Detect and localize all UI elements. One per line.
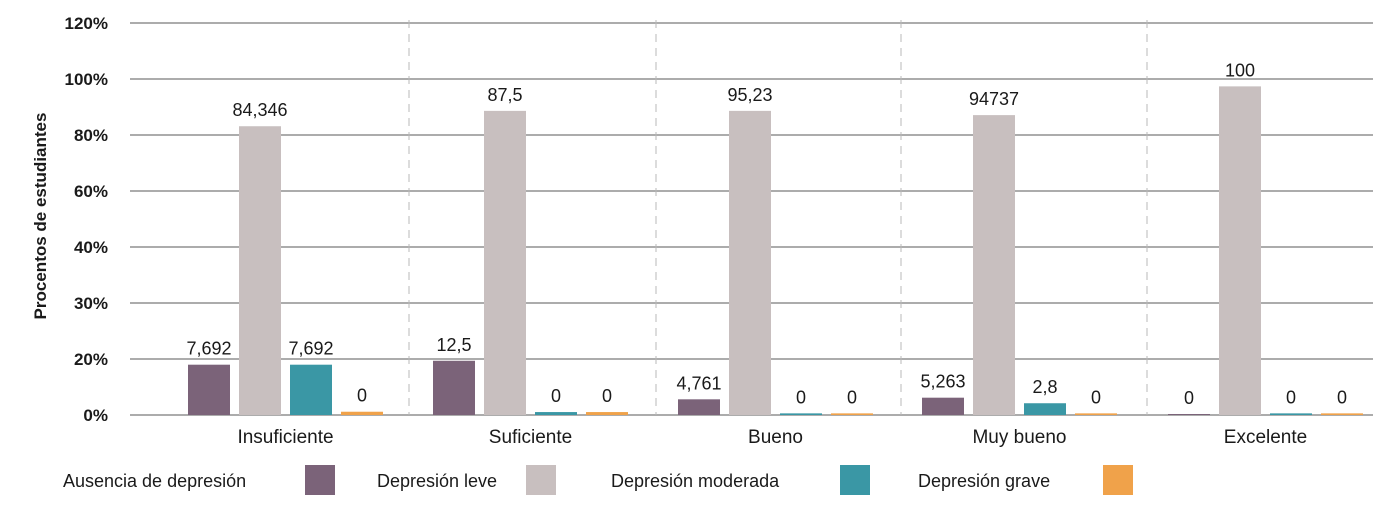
bars [188, 86, 1363, 416]
data-label: 0 [1337, 387, 1347, 407]
bar [1024, 403, 1066, 415]
y-tick-label: 40% [74, 238, 108, 257]
y-axis-label: Procentos de estudiantes [31, 113, 50, 320]
data-label: 7,692 [288, 339, 333, 359]
bar [535, 412, 577, 415]
bar [973, 115, 1015, 416]
data-label: 2,8 [1032, 377, 1057, 397]
bar [341, 411, 383, 415]
data-label: 0 [1091, 387, 1101, 407]
data-label: 0 [1286, 387, 1296, 407]
y-tick-label: 20% [74, 350, 108, 369]
legend-label: Depresión leve [377, 471, 497, 491]
bar [484, 110, 526, 415]
data-label: 0 [847, 387, 857, 407]
data-label: 87,5 [487, 85, 522, 105]
bar [922, 397, 964, 415]
bar [729, 110, 771, 415]
data-labels: 7,692 84,346 7,692 0 12,5 87,5 0 0 4,761 95,23 0 0 5… [186, 60, 1347, 408]
legend-swatch [840, 465, 870, 495]
y-tick-label: 30% [74, 294, 108, 313]
y-axis-ticks: 0% 20% 30% 40% 60% 80% 100% 120% [65, 14, 108, 425]
bar [678, 399, 720, 415]
x-tick-label: Excelente [1224, 427, 1307, 448]
data-label: 0 [602, 386, 612, 406]
x-tick-label: Insuficiente [237, 427, 333, 448]
x-tick-label: Muy bueno [972, 427, 1066, 448]
legend-label: Ausencia de depresión [63, 471, 246, 491]
x-tick-label: Suficiente [489, 427, 572, 448]
legend-label: Depresión moderada [611, 471, 780, 491]
bar [239, 126, 281, 415]
y-tick-label: 100% [65, 70, 108, 89]
bar [780, 413, 822, 415]
x-axis-ticks: Insuficiente Suficiente Bueno Muy bueno Exce… [237, 427, 1307, 448]
bar [586, 412, 628, 415]
x-tick-label: Bueno [748, 427, 803, 448]
legend-swatch [305, 465, 335, 495]
data-label: 0 [357, 386, 367, 406]
bar [1321, 413, 1363, 415]
y-tick-label: 60% [74, 182, 108, 201]
y-tick-label: 120% [65, 14, 108, 33]
data-label: 100 [1225, 60, 1255, 80]
data-label: 0 [796, 387, 806, 407]
data-label: 0 [551, 386, 561, 406]
category-separators [408, 20, 1148, 415]
data-label: 94737 [969, 89, 1019, 109]
data-label: 7,692 [186, 339, 231, 359]
bar [1168, 414, 1210, 415]
legend: Ausencia de depresión Depresión leve Depre… [63, 465, 1133, 495]
bar [290, 364, 332, 415]
bar [433, 360, 475, 415]
data-label: 4,761 [676, 373, 721, 393]
legend-swatch [526, 465, 556, 495]
data-label: 0 [1184, 388, 1194, 408]
bar [188, 364, 230, 415]
data-label: 5,263 [920, 372, 965, 392]
y-tick-label: 80% [74, 126, 108, 145]
bar [1270, 413, 1312, 415]
bar [831, 413, 873, 415]
data-label: 95,23 [727, 85, 772, 105]
y-tick-label: 0% [83, 406, 108, 425]
bar [1219, 86, 1261, 415]
legend-label: Depresión grave [918, 471, 1050, 491]
bar [1075, 413, 1117, 415]
data-label: 84,346 [232, 100, 287, 120]
legend-swatch [1103, 465, 1133, 495]
data-label: 12,5 [436, 335, 471, 355]
